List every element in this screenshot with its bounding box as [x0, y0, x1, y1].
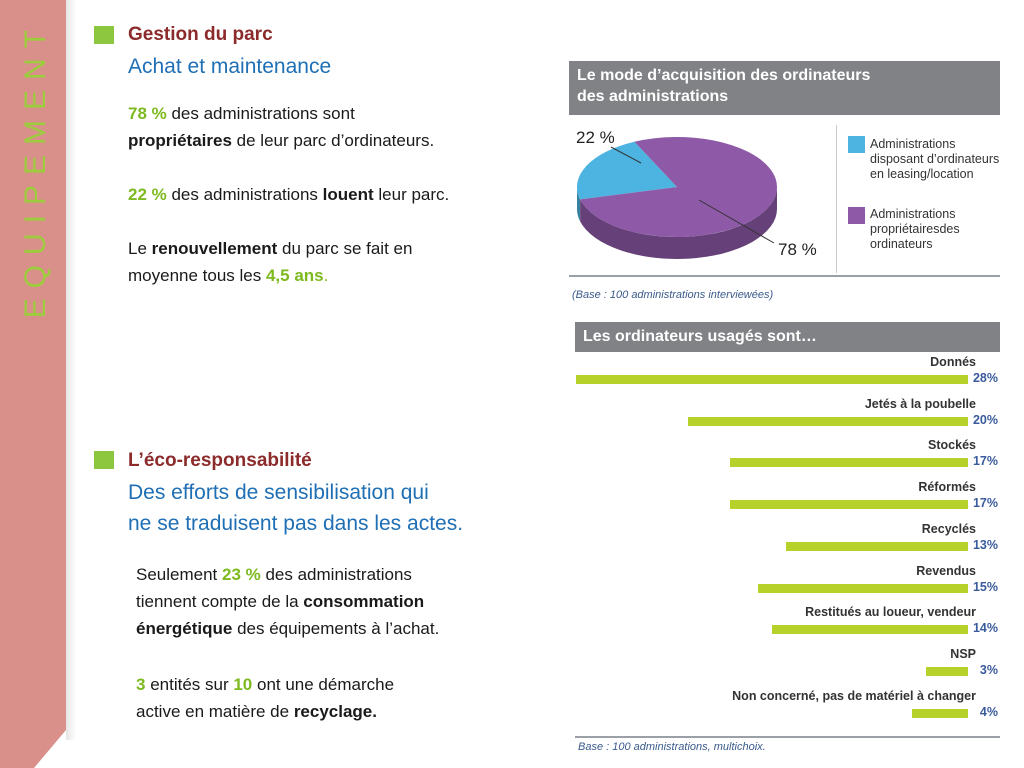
section1-paragraph-3: Le renouvellement du parc se fait en moy…	[128, 239, 413, 285]
section2-heading: L’éco-responsabilité	[128, 450, 312, 471]
bar	[786, 541, 968, 551]
bar-category-label: Réformés	[918, 480, 976, 495]
legend-entry-leasing: Administrations disposant d’ordinateurs …	[870, 137, 1000, 181]
bar	[758, 583, 968, 593]
bar-category-label: Non concerné, pas de matériel à changer	[732, 688, 976, 703]
bar-chart: Donnés 28% Jetés à la poubelle 20% Stockés 17…	[575, 352, 1000, 738]
bar-category-label: Recyclés	[921, 521, 976, 536]
legend-swatch-leasing	[848, 136, 865, 153]
bar-value-label: 28%	[972, 371, 998, 385]
bar-category-label: Restitués au loueur, vendeur	[805, 605, 976, 620]
section2-subheading-1: Des efforts de sensibilisation qui	[128, 481, 429, 504]
section1-heading: Gestion du parc	[128, 24, 273, 45]
bar-value-label: 4%	[979, 704, 998, 719]
section1-paragraph-1: 78 % des administrations sont propriétai…	[128, 104, 435, 150]
bar-value-label: 20%	[972, 412, 998, 427]
pie-slice	[577, 141, 677, 200]
bar-category-label: Jetés à la poubelle	[864, 396, 976, 411]
section2-paragraph-2: 3 entités sur 10 ont une démarche active…	[136, 675, 395, 721]
bar	[772, 625, 968, 635]
bar-chart-base-note: Base : 100 administrations, multichoix.	[578, 741, 766, 753]
bar-category-label: Revendus	[916, 563, 976, 578]
pie-legend-divider	[836, 125, 837, 273]
bar-value-label: 17%	[972, 496, 998, 511]
pie-value-label-owners: 78 %	[778, 240, 817, 259]
bar-chart-title: Les ordinateurs usagés sont…	[575, 322, 1000, 352]
sidebar-shadow	[66, 0, 76, 740]
bar-value-label: 13%	[972, 537, 998, 552]
bar	[576, 375, 968, 384]
pie-chart-title: Le mode d’acquisition des ordinateurs de…	[569, 61, 1000, 115]
pie-slice-side	[577, 187, 581, 222]
section-bullet-icon	[94, 451, 114, 469]
bar-category-label: Stockés	[928, 438, 976, 453]
pie-value-label-leasing: 22 %	[576, 128, 615, 147]
bar	[730, 500, 968, 510]
bar-value-label: 14%	[972, 621, 998, 636]
section1-paragraph-2: 22 % des administrations louent leur par…	[128, 185, 450, 204]
pie-slice-side	[580, 187, 777, 259]
legend-entry-owners: Administrations propriétairesdes ordinat…	[870, 207, 960, 251]
bar-category-label: Donnés	[930, 355, 976, 369]
section1-subheading: Achat et maintenance	[128, 55, 332, 78]
bar-value-label: 15%	[972, 579, 998, 594]
pie-leader-line	[698, 199, 775, 244]
bar	[912, 708, 968, 718]
pie-chart	[577, 137, 777, 259]
bar	[688, 416, 968, 426]
bar-category-label: NSP	[950, 646, 976, 661]
bar-value-label: 17%	[972, 454, 998, 469]
bar-value-label: 3%	[979, 662, 998, 677]
section-bullet-icon	[94, 26, 114, 44]
legend-swatch-owners	[848, 207, 865, 224]
section2-paragraph-1: Seulement 23 % des administrations tienn…	[136, 565, 440, 638]
pie-leader-line	[610, 146, 642, 164]
sidebar-title: EQUIPEMENT	[19, 20, 52, 319]
pie-slice	[580, 137, 777, 237]
section2-subheading-2: ne se traduisent pas dans les actes.	[128, 512, 464, 535]
sidebar-band	[0, 0, 66, 768]
pie-chart-title-line-1: Le mode d’acquisition des ordinateurs	[577, 67, 871, 84]
pie-chart-title-line-2: des administrations	[577, 88, 729, 105]
bar	[730, 458, 968, 468]
pie-chart-base-note: (Base : 100 administrations interviewées…	[572, 289, 774, 301]
bar	[926, 666, 968, 676]
